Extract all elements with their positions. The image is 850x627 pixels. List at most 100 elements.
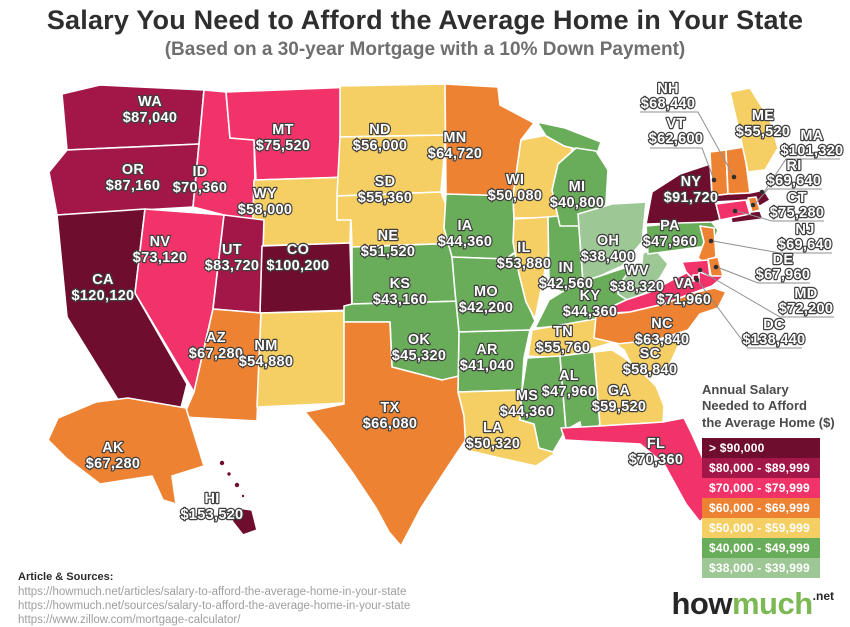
legend-item-5: $40,000 - $49,999 [702,537,820,558]
state-abbr-ar: AR [476,342,498,358]
state-value-pa: $47,960 [643,234,698,250]
state-abbr-az: AZ [206,330,226,346]
state-abbr-pa: PA [660,218,680,234]
state-shape-tx [304,321,477,547]
state-value-mn: $64,720 [428,146,483,162]
state-abbr-oh: OH [597,233,619,249]
state-abbr-co: CO [287,242,309,258]
state-value-mt: $75,520 [256,138,311,154]
state-abbr-ms: MS [516,388,538,404]
state-abbr-tn: TN [553,324,573,340]
state-value-me: $55,520 [736,124,791,140]
callout-value-nj: $69,640 [778,237,833,253]
state-value-ca: $120,120 [72,288,135,304]
callout-abbr-ri: RI [786,158,801,174]
state-abbr-ut: UT [222,242,242,258]
state-value-ut: $83,720 [205,258,260,274]
state-value-in: $42,560 [539,276,594,292]
state-abbr-nv: NV [150,234,171,250]
legend-title: Annual Salary Needed to Afford the Avera… [702,382,850,431]
state-shape-nd [339,83,447,138]
callout-value-md: $72,200 [779,301,834,317]
callout-value-dc: $138,440 [743,332,806,348]
state-abbr-mo: MO [474,284,498,300]
state-value-wv: $38,320 [610,279,665,295]
logo-net: .net [812,589,834,603]
logo-much: much [731,586,813,621]
state-value-nv: $73,120 [133,250,188,266]
state-abbr-hi: HI [204,491,219,507]
state-abbr-mt: MT [272,122,294,138]
state-abbr-mn: MN [443,130,466,146]
callout-abbr-vt: VT [666,116,685,132]
legend-item-6: $38,000 - $39,999 [702,557,820,578]
state-abbr-ky: KY [580,288,601,304]
state-abbr-id: ID [192,164,207,180]
state-value-az: $67,280 [189,346,244,362]
callout-line-nh [640,111,735,178]
callout-value-nh: $68,440 [641,96,696,112]
state-abbr-la: LA [483,420,503,436]
state-value-tx: $66,080 [363,416,418,432]
state-abbr-ks: KS [390,276,411,292]
state-value-or: $87,160 [106,178,161,194]
state-abbr-ak: AK [102,440,124,456]
state-value-oh: $38,400 [581,249,636,265]
state-value-ne: $51,520 [361,244,416,260]
legend-item-1: $80,000 - $89,999 [702,457,820,478]
legend-title-line-1: Annual Salary [702,382,789,397]
us-choropleth-map: WA$87,040OR$87,160CA$120,120NV$73,120ID$… [47,80,844,547]
state-abbr-nm: NM [254,338,277,354]
state-value-ms: $44,360 [500,404,555,420]
article-sources: Article & Sources: https://howmuch.net/a… [18,571,410,627]
state-value-wi: $50,080 [488,188,543,204]
state-value-ga: $59,520 [592,399,647,415]
state-value-ia: $44,360 [438,234,493,250]
state-value-ak: $67,280 [86,456,141,472]
state-abbr-ca: CA [92,272,114,288]
state-shape-az [182,308,262,422]
state-value-hi: $153,520 [181,507,244,523]
state-shape-me [729,87,779,173]
state-value-ny: $91,720 [664,190,719,206]
state-abbr-nc: NC [651,316,673,332]
state-value-id: $70,360 [173,180,228,196]
callout-line-md [700,270,834,318]
state-shape-ak [47,397,205,505]
callout-abbr-nj: NJ [795,222,814,238]
state-abbr-fl: FL [647,436,665,452]
callout-line-ma [763,158,840,193]
callout-abbr-de: DE [773,252,794,268]
state-value-al: $47,960 [542,384,597,400]
legend-item-2: $70,000 - $79,999 [702,477,820,498]
state-abbr-al: AL [559,368,579,384]
state-value-la: $50,320 [466,436,521,452]
callout-line-ri [753,188,822,206]
state-abbr-ne: NE [378,228,399,244]
state-abbr-tx: TX [380,400,399,416]
state-abbr-wa: WA [138,94,162,110]
state-abbr-mi: MI [569,179,586,195]
state-value-nm: $54,880 [239,354,294,370]
state-value-wa: $87,040 [123,110,178,126]
state-shape-fl [560,417,715,523]
callout-value-ri: $69,640 [767,173,822,189]
state-shape-hi [218,459,258,536]
state-value-ky: $44,360 [563,304,618,320]
state-abbr-ok: OK [408,332,431,348]
legend-rows: > $90,000 $80,000 - $89,999 $70,000 - $7… [702,437,850,578]
state-abbr-or: OR [122,162,145,178]
state-value-ok: $45,320 [392,348,447,364]
callout-line-vt [650,147,715,181]
legend-title-line-3: the Average Home ($) [702,414,835,430]
page-subtitle: (Based on a 30-year Mortgage with a 10% … [164,39,686,60]
sources-label: Article & Sources: [18,571,114,583]
map-legend: Annual Salary Needed to Afford the Avera… [702,382,850,578]
state-abbr-sc: SC [640,346,661,362]
state-value-mi: $40,800 [550,195,605,211]
callout-line-de [716,266,810,284]
source-url-3: https://www.zillow.com/mortgage-calculat… [18,614,241,626]
state-value-mo: $42,200 [459,300,514,316]
state-value-wy: $58,000 [238,202,293,218]
callout-value-ct: $75,280 [770,205,825,221]
